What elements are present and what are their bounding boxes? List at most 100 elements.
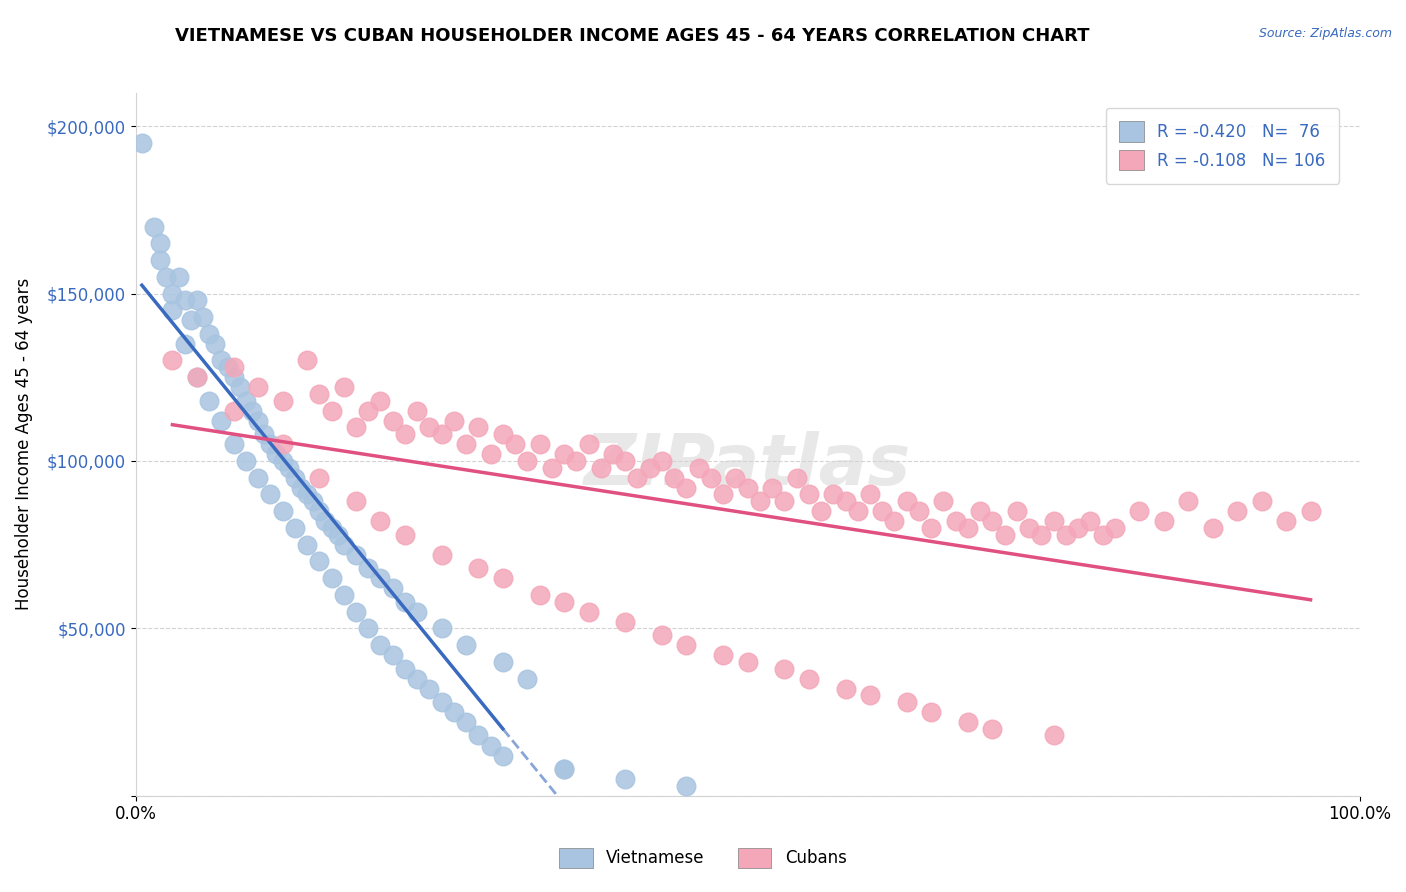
Point xyxy=(467,729,489,743)
Point xyxy=(191,310,214,324)
Point xyxy=(578,437,600,451)
Point xyxy=(553,762,575,776)
Point xyxy=(664,470,686,484)
Point xyxy=(1177,494,1199,508)
Point xyxy=(357,403,380,417)
Point xyxy=(394,427,416,442)
Point xyxy=(956,715,979,730)
Point xyxy=(370,393,392,408)
Point xyxy=(284,470,307,484)
Point xyxy=(173,293,195,308)
Point xyxy=(186,370,208,384)
Point xyxy=(896,695,918,709)
Point xyxy=(711,487,734,501)
Point xyxy=(846,504,869,518)
Point xyxy=(302,494,325,508)
Point xyxy=(932,494,955,508)
Point xyxy=(344,605,367,619)
Point xyxy=(271,393,294,408)
Point xyxy=(381,581,404,595)
Point xyxy=(344,494,367,508)
Point xyxy=(1153,514,1175,528)
Point xyxy=(870,504,893,518)
Point xyxy=(406,605,429,619)
Point xyxy=(724,470,747,484)
Point xyxy=(131,136,153,150)
Point xyxy=(167,269,190,284)
Point xyxy=(651,628,673,642)
Point xyxy=(209,414,232,428)
Point xyxy=(638,460,661,475)
Point xyxy=(1128,504,1150,518)
Point xyxy=(418,681,440,696)
Point xyxy=(834,494,856,508)
Point xyxy=(198,393,221,408)
Point xyxy=(786,470,808,484)
Point xyxy=(229,380,252,394)
Point xyxy=(748,494,770,508)
Point xyxy=(456,715,478,730)
Point xyxy=(357,621,380,635)
Point xyxy=(675,638,697,652)
Point xyxy=(247,470,270,484)
Point xyxy=(186,370,208,384)
Text: ZIPatlas: ZIPatlas xyxy=(583,431,911,500)
Point xyxy=(920,521,942,535)
Point xyxy=(406,403,429,417)
Point xyxy=(370,571,392,585)
Point xyxy=(859,487,882,501)
Point xyxy=(994,527,1017,541)
Point xyxy=(859,688,882,702)
Point xyxy=(186,293,208,308)
Point xyxy=(333,380,356,394)
Point xyxy=(149,236,172,251)
Point xyxy=(614,454,637,468)
Point xyxy=(277,460,299,475)
Point xyxy=(406,672,429,686)
Point xyxy=(344,420,367,434)
Point xyxy=(1018,521,1040,535)
Point xyxy=(381,648,404,662)
Point xyxy=(737,481,759,495)
Point xyxy=(626,470,648,484)
Point xyxy=(321,403,343,417)
Point xyxy=(266,447,288,461)
Point xyxy=(467,420,489,434)
Point xyxy=(945,514,967,528)
Point xyxy=(896,494,918,508)
Point xyxy=(1226,504,1249,518)
Point xyxy=(578,605,600,619)
Point xyxy=(308,470,330,484)
Point xyxy=(920,705,942,719)
Point xyxy=(333,538,356,552)
Point xyxy=(675,779,697,793)
Point xyxy=(773,494,796,508)
Point xyxy=(394,527,416,541)
Point xyxy=(430,621,453,635)
Text: VIETNAMESE VS CUBAN HOUSEHOLDER INCOME AGES 45 - 64 YEARS CORRELATION CHART: VIETNAMESE VS CUBAN HOUSEHOLDER INCOME A… xyxy=(176,27,1090,45)
Point xyxy=(1078,514,1101,528)
Point xyxy=(271,437,294,451)
Point xyxy=(492,427,515,442)
Point xyxy=(479,739,502,753)
Point xyxy=(1005,504,1028,518)
Point xyxy=(370,514,392,528)
Point xyxy=(155,269,177,284)
Point xyxy=(271,504,294,518)
Point xyxy=(326,527,349,541)
Point xyxy=(675,481,697,495)
Point xyxy=(259,437,281,451)
Point xyxy=(516,672,538,686)
Point xyxy=(540,460,562,475)
Point xyxy=(308,504,330,518)
Point xyxy=(308,554,330,568)
Point xyxy=(162,353,184,368)
Point xyxy=(823,487,845,501)
Point xyxy=(553,447,575,461)
Point xyxy=(810,504,832,518)
Point xyxy=(761,481,783,495)
Text: Source: ZipAtlas.com: Source: ZipAtlas.com xyxy=(1258,27,1392,40)
Point xyxy=(240,403,263,417)
Point xyxy=(479,447,502,461)
Point xyxy=(204,336,226,351)
